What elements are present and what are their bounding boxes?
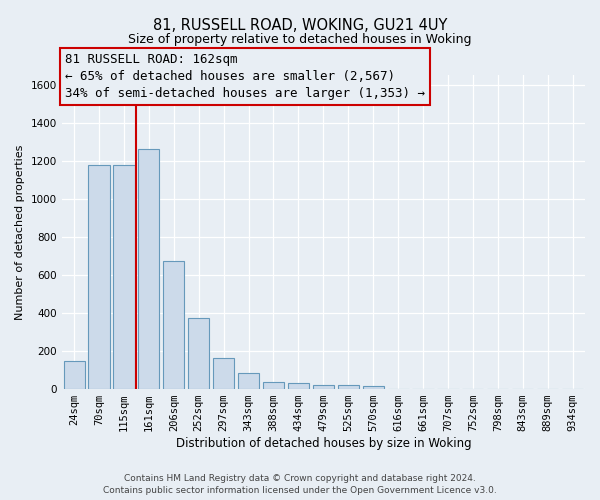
Bar bbox=[238, 373, 259, 389]
Bar bbox=[338, 386, 359, 389]
Y-axis label: Number of detached properties: Number of detached properties bbox=[15, 144, 25, 320]
Bar bbox=[213, 358, 234, 389]
Bar bbox=[188, 318, 209, 389]
X-axis label: Distribution of detached houses by size in Woking: Distribution of detached houses by size … bbox=[176, 437, 471, 450]
Bar bbox=[88, 166, 110, 389]
Bar bbox=[362, 386, 384, 389]
Bar bbox=[263, 382, 284, 389]
Bar bbox=[163, 260, 184, 389]
Text: Size of property relative to detached houses in Woking: Size of property relative to detached ho… bbox=[128, 32, 472, 46]
Bar bbox=[288, 384, 309, 389]
Text: 81 RUSSELL ROAD: 162sqm
← 65% of detached houses are smaller (2,567)
34% of semi: 81 RUSSELL ROAD: 162sqm ← 65% of detache… bbox=[65, 52, 425, 100]
Bar bbox=[113, 166, 134, 389]
Bar bbox=[138, 149, 160, 389]
Text: 81, RUSSELL ROAD, WOKING, GU21 4UY: 81, RUSSELL ROAD, WOKING, GU21 4UY bbox=[153, 18, 447, 32]
Text: Contains HM Land Registry data © Crown copyright and database right 2024.
Contai: Contains HM Land Registry data © Crown c… bbox=[103, 474, 497, 495]
Bar bbox=[64, 360, 85, 389]
Bar bbox=[313, 386, 334, 389]
